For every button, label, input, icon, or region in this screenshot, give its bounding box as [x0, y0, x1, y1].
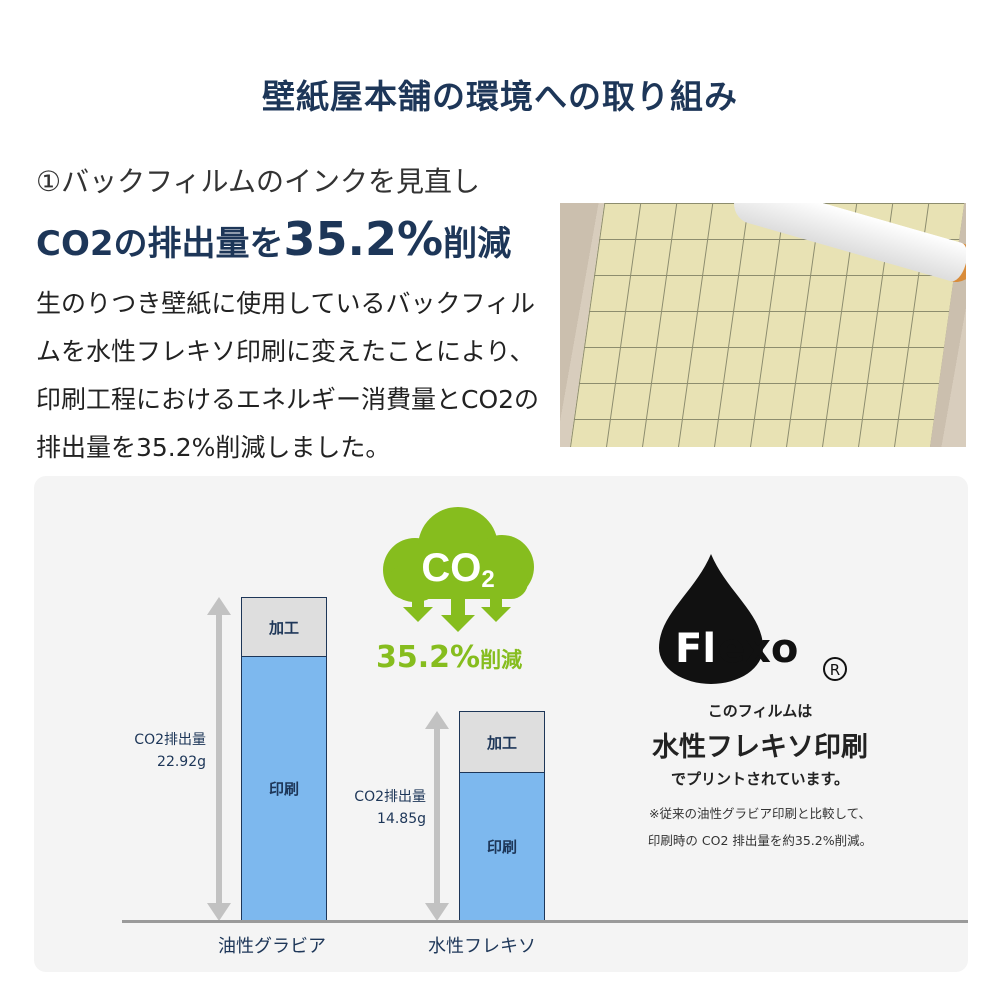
flexo-description: このフィルムは 水性フレキソ印刷 でプリントされています。 ※従来の油性グラビア… — [610, 700, 910, 849]
bar-1: 加工 印刷 — [459, 711, 545, 921]
section-paragraph: 生のりつき壁紙に使用しているバックフィルムを水性フレキソ印刷に変えたことにより、… — [36, 289, 540, 462]
flexo-line3: でプリントされています。 — [670, 770, 850, 788]
svg-text:Fl: Fl — [675, 626, 716, 672]
total-arrow-icon — [207, 597, 231, 921]
reduction-word: 削減 — [480, 648, 523, 672]
svg-text:R: R — [830, 661, 840, 679]
total-label: CO2排出量 14.85g — [354, 789, 426, 828]
bar-segment-process: 加工 — [460, 712, 544, 774]
flexo-note2: 印刷時の CO2 排出量を約35.2%削減。 — [647, 833, 873, 848]
bar-segment-process: 加工 — [242, 598, 326, 658]
reduction-number: 35.2% — [376, 640, 481, 675]
flexo-line1: このフィルムは — [707, 702, 813, 720]
section-headline: CO2の排出量を35.2%削減 — [36, 212, 511, 266]
headline-number: 35.2% — [283, 212, 444, 266]
section-subtitle: ①バックフィルムのインクを見直し — [36, 165, 480, 198]
page-title: 壁紙屋本舗の環境への取り組み — [262, 77, 738, 116]
total-label: CO2排出量 22.92g — [134, 732, 206, 770]
headline-pre: CO2の排出量を — [36, 224, 284, 264]
flexo-note1: ※従来の油性グラビア印刷と比較して、 — [649, 806, 871, 821]
flexo-line2: 水性フレキソ印刷 — [652, 732, 868, 763]
co2-cloud-icon: CO2 — [383, 507, 534, 632]
flexo-drop-logo: Fl exo R — [659, 554, 847, 684]
category-label: 水性フレキソ — [428, 936, 536, 957]
bar-segment-print: 印刷 — [242, 655, 326, 920]
bar-0: 加工 印刷 — [241, 597, 327, 921]
category-label: 油性グラビア — [218, 936, 326, 957]
bar-segment-print: 印刷 — [460, 771, 544, 920]
headline-post: 削減 — [443, 224, 512, 264]
chart-baseline — [122, 920, 968, 923]
reduction-label: 35.2%削減 — [376, 640, 522, 675]
svg-text:exo: exo — [718, 626, 798, 672]
backfilm-photo — [560, 203, 966, 447]
total-arrow-icon — [425, 711, 449, 921]
